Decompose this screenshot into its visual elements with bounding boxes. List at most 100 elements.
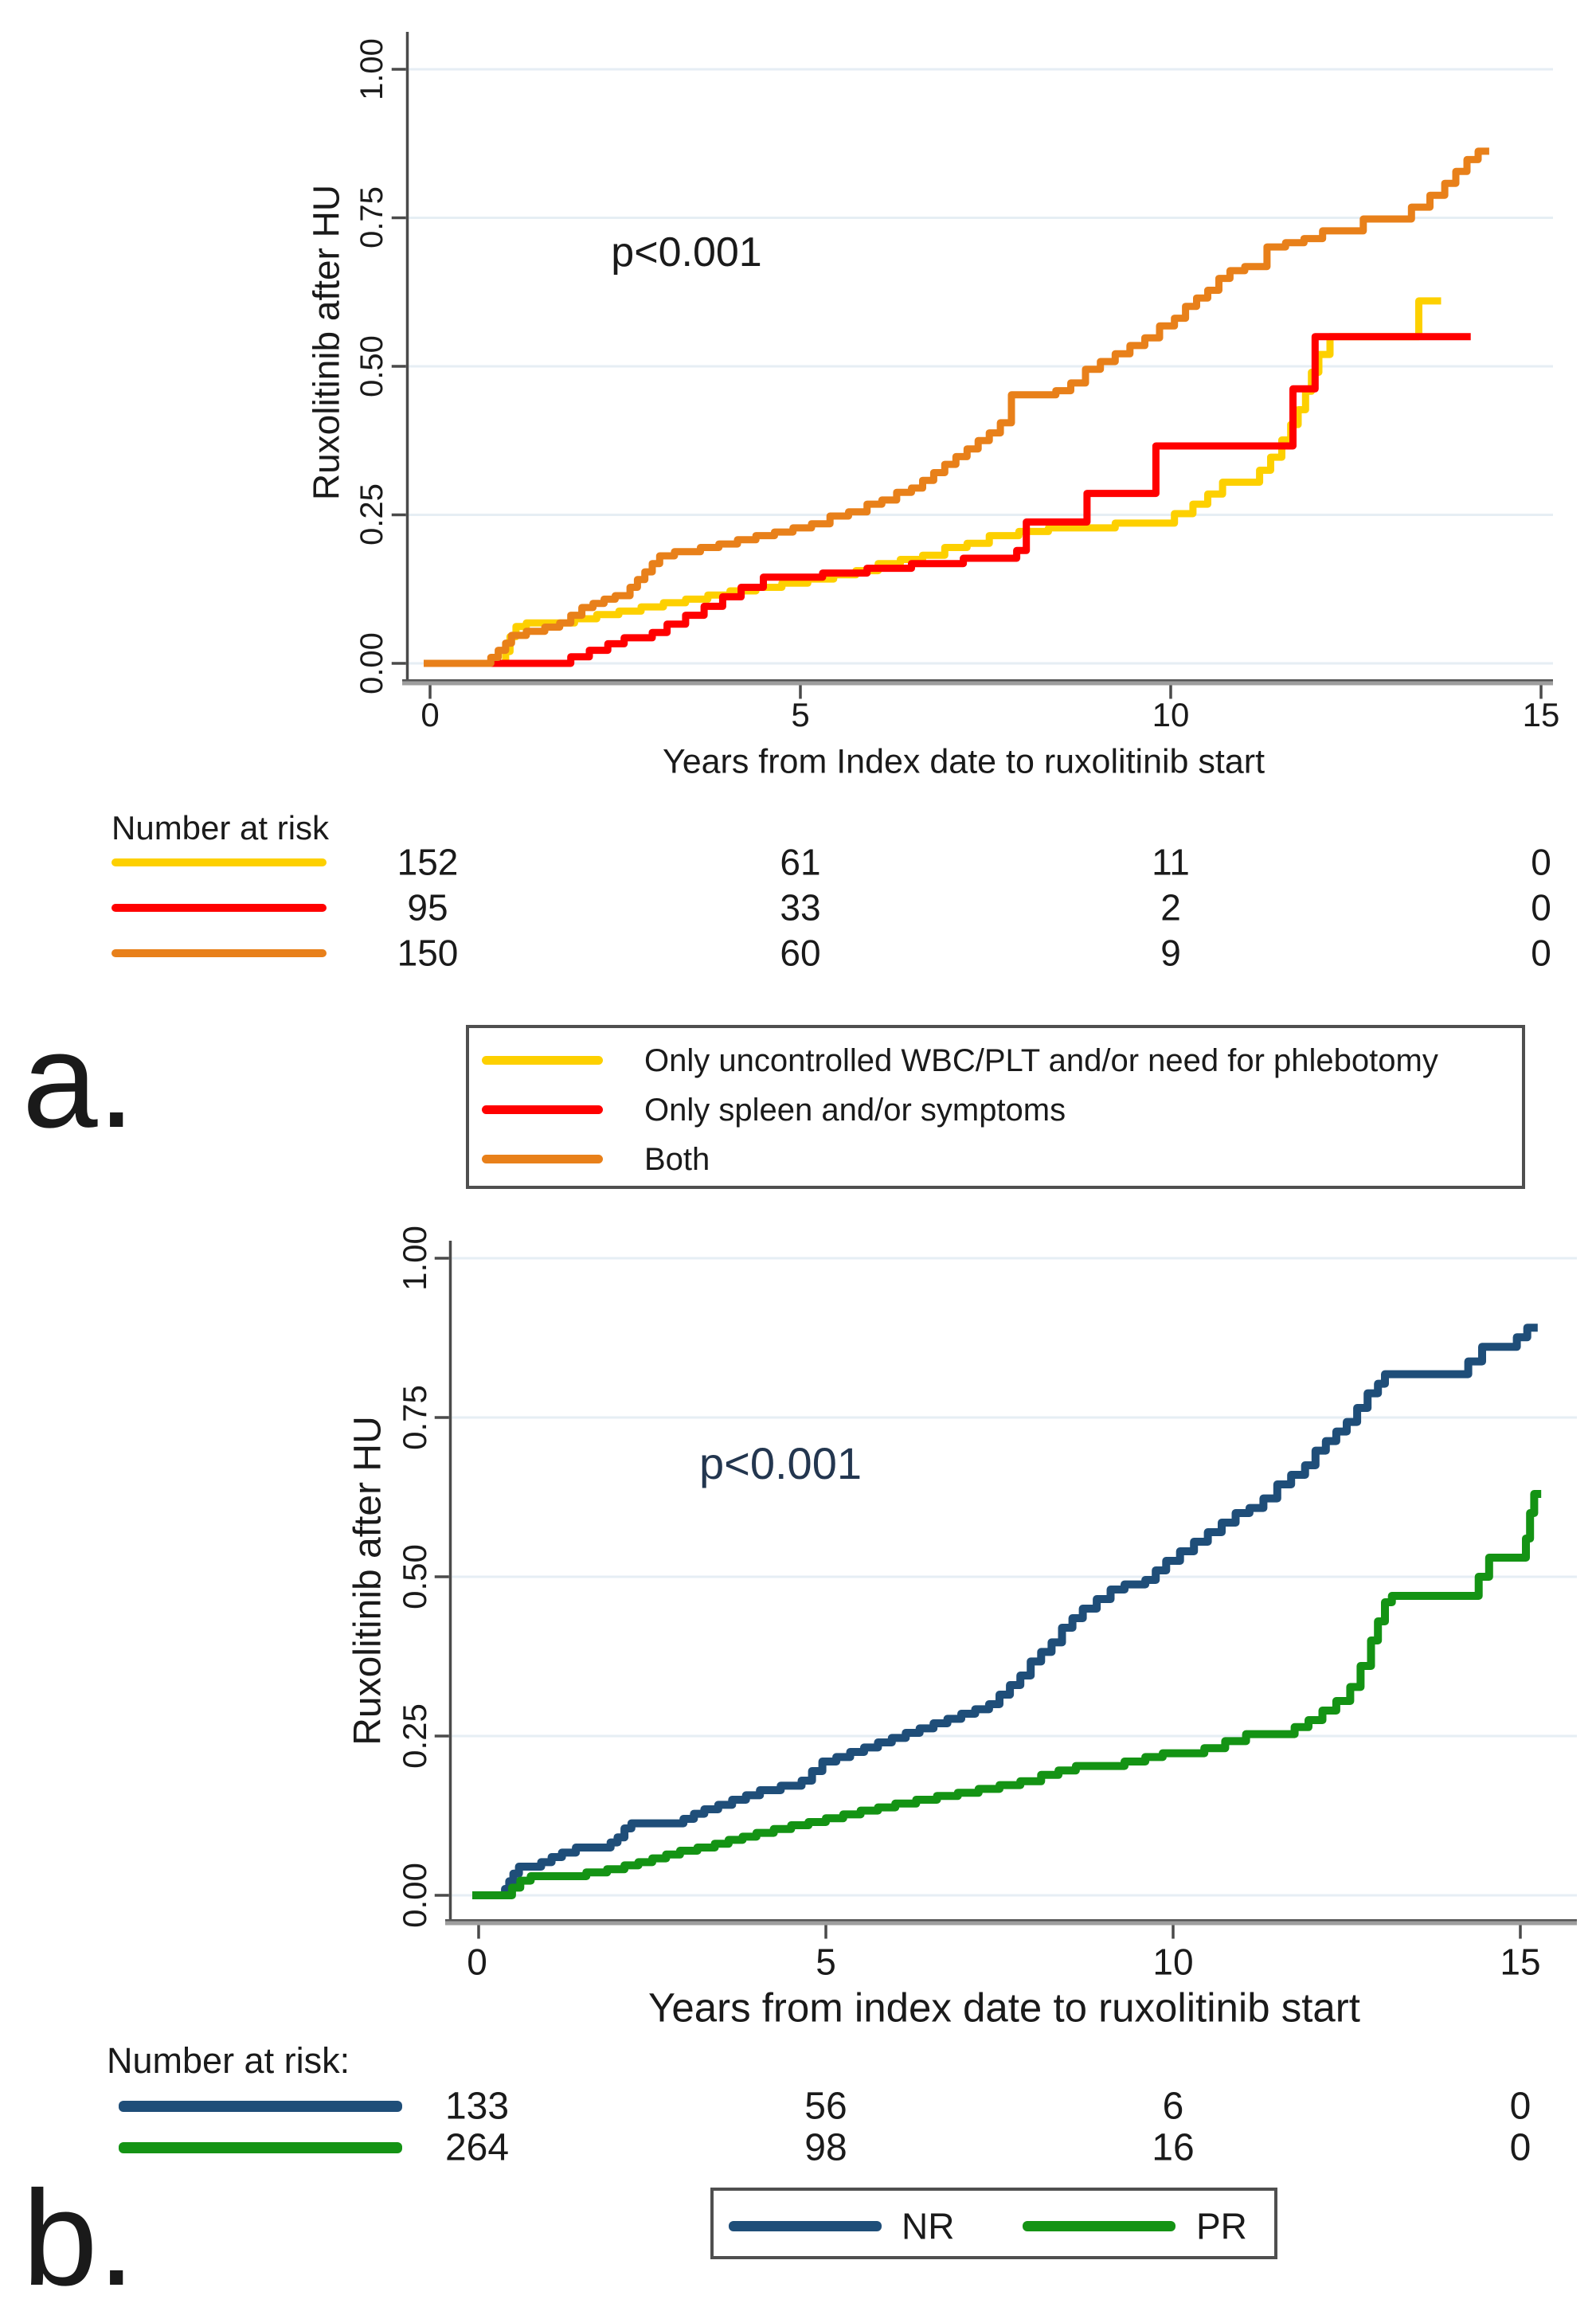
risk-table-title-b: Number at risk:	[107, 2040, 350, 2081]
panel-label-b: b.	[22, 2163, 135, 2311]
risk-count: 33	[780, 886, 821, 929]
x-tick	[1172, 1925, 1175, 1939]
legend-a: Only uncontrolled WBC/PLT and/or need fo…	[466, 1025, 1525, 1189]
y-tick-label: 0.00	[395, 1863, 433, 1928]
risk-count: 150	[397, 932, 459, 974]
x-tick-label: 15	[1500, 1941, 1541, 1983]
y-axis-title-b: Ruxolitinib after HU	[346, 1416, 389, 1746]
risk-count: 2	[1160, 886, 1181, 929]
legend-label: PR	[1196, 2205, 1247, 2247]
risk-count: 9	[1160, 932, 1181, 974]
risk-count: 0	[1509, 2126, 1531, 2169]
y-tick-label: 0.25	[395, 1703, 433, 1769]
panel-label-a: a.	[22, 1005, 135, 1156]
gridline	[452, 1416, 1577, 1419]
y-tick-label: 1.00	[395, 1226, 433, 1291]
x-axis-band	[445, 1921, 1577, 1926]
gridline	[452, 1734, 1577, 1738]
risk-swatch-yellow	[111, 858, 327, 866]
risk-count: 98	[804, 2126, 847, 2169]
risk-count: 152	[397, 841, 459, 883]
x-tick-label: 5	[816, 1941, 836, 1983]
gridline	[409, 217, 1553, 219]
y-tick-label: 0.75	[395, 1385, 433, 1450]
y-axis-line	[405, 32, 409, 681]
survival-curve	[424, 147, 1489, 667]
y-tick	[434, 1734, 449, 1738]
y-tick	[434, 1575, 449, 1578]
legend-label: Both	[644, 1142, 710, 1177]
risk-count: 61	[780, 841, 821, 883]
survival-curve	[472, 1324, 1538, 1899]
legend-swatch-orange	[482, 1155, 603, 1163]
x-axis-line	[402, 679, 1553, 682]
risk-swatch-red	[111, 904, 327, 912]
x-tick-label: 15	[1522, 695, 1560, 733]
risk-count: 0	[1531, 932, 1551, 974]
risk-swatch-green	[119, 2142, 402, 2153]
gridline	[409, 365, 1553, 368]
y-tick-label: 0.00	[354, 632, 389, 694]
x-axis-title-b: Years from index date to ruxolitinib sta…	[648, 1984, 1360, 2031]
risk-swatch-orange	[111, 949, 327, 957]
gridline	[452, 1894, 1577, 1897]
x-tick-label: 0	[467, 1941, 487, 1983]
y-tick-label: 0.25	[354, 483, 389, 545]
x-tick	[1539, 685, 1543, 699]
risk-count: 6	[1162, 2085, 1184, 2128]
x-tick	[824, 1925, 827, 1939]
x-tick	[1519, 1925, 1522, 1939]
legend-label: Only uncontrolled WBC/PLT and/or need fo…	[644, 1043, 1438, 1078]
legend-label: NR	[902, 2205, 955, 2247]
p-value-a: p<0.001	[611, 229, 762, 276]
x-tick-label: 10	[1152, 1941, 1194, 1983]
legend-swatch-red	[482, 1105, 603, 1114]
x-axis-title-a: Years from Index date to ruxolitinib sta…	[662, 742, 1265, 781]
x-tick	[477, 1925, 480, 1939]
risk-count: 0	[1509, 2085, 1531, 2128]
gridline	[409, 514, 1553, 516]
risk-count: 16	[1152, 2126, 1195, 2169]
y-tick-label: 1.00	[354, 38, 389, 100]
x-tick	[428, 685, 432, 699]
risk-count: 60	[780, 932, 821, 974]
p-value-b: p<0.001	[699, 1437, 862, 1488]
legend-swatch-green	[1023, 2221, 1175, 2231]
risk-table-title-a: Number at risk	[111, 809, 330, 847]
risk-count: 264	[444, 2126, 510, 2169]
y-axis-line	[448, 1241, 452, 1921]
legend-swatch-navy	[729, 2221, 882, 2231]
risk-count: 0	[1531, 886, 1551, 929]
y-tick	[391, 216, 406, 220]
y-tick	[434, 1894, 449, 1897]
y-tick	[391, 662, 406, 665]
y-axis-title-a: Ruxolitinib after HU	[305, 184, 347, 501]
risk-count: 56	[804, 2085, 847, 2128]
gridline	[409, 68, 1553, 71]
x-tick	[799, 685, 802, 699]
survival-curve	[472, 1490, 1542, 1899]
legend-swatch-yellow	[482, 1056, 603, 1065]
gridline	[452, 1257, 1577, 1260]
x-axis-band	[402, 681, 1553, 686]
y-tick-label: 0.75	[354, 186, 389, 248]
risk-count: 0	[1531, 841, 1551, 883]
risk-count: 133	[444, 2085, 510, 2128]
risk-count: 95	[407, 886, 448, 929]
y-tick-label: 0.50	[354, 335, 389, 397]
x-tick-label: 10	[1152, 695, 1190, 733]
legend-b: NR PR	[710, 2188, 1277, 2259]
x-tick-label: 5	[791, 695, 810, 733]
y-tick	[391, 513, 406, 517]
x-tick	[1169, 685, 1172, 699]
y-tick	[434, 1416, 449, 1419]
x-axis-line	[445, 1919, 1577, 1922]
y-tick	[434, 1257, 449, 1260]
risk-count: 11	[1152, 841, 1190, 883]
survival-curve	[424, 333, 1471, 667]
y-tick	[391, 68, 406, 71]
y-tick	[391, 365, 406, 368]
y-tick-label: 0.50	[395, 1544, 433, 1609]
